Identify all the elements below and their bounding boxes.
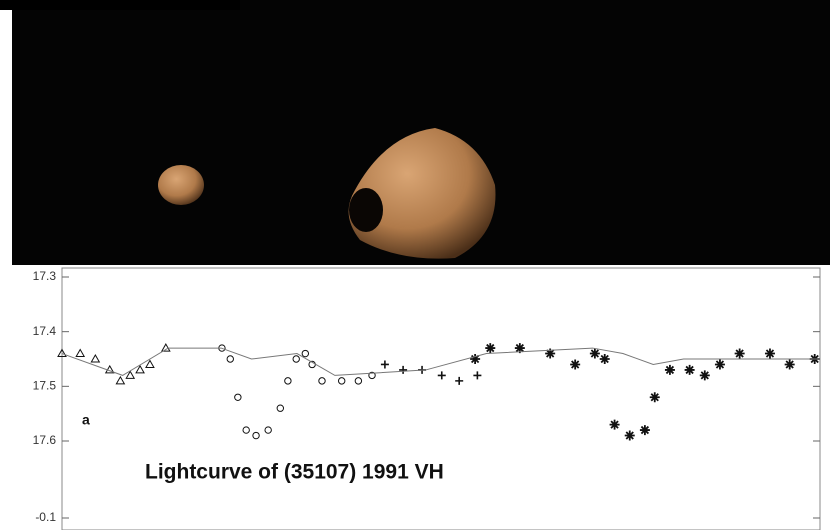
data-point [243,427,249,433]
data-point [302,350,308,356]
data-point [455,377,463,385]
data-point [715,359,725,369]
chart-title: Lightcurve of (35107) 1991 VH [145,461,444,484]
data-point [285,378,291,384]
data-point [473,371,481,379]
data-point [116,377,124,384]
data-point [319,378,325,384]
data-point [625,431,635,441]
data-point [665,365,675,375]
y-tick-label: 17.5 [33,379,57,393]
plot-frame [62,268,820,530]
data-point [91,355,99,362]
data-point [76,350,84,357]
data-point [685,365,695,375]
data-point [265,427,271,433]
data-point [600,354,610,364]
data-point [235,394,241,400]
figure: Lightcurve of (35107) 1991 VH a 17.3 17.4… [0,0,830,530]
data-point [570,359,580,369]
data-point [700,370,710,380]
chart: Lightcurve of (35107) 1991 VH a 17.3 17.4… [0,0,830,530]
data-point [735,349,745,359]
y-tick-label: 17.4 [33,324,57,338]
data-point [650,392,660,402]
data-point [399,366,407,374]
y-tick-label: 17.3 [33,269,57,283]
data-point [253,432,259,438]
panel-label: a [82,412,90,428]
data-point [765,349,775,359]
data-point [640,425,650,435]
data-point [438,371,446,379]
data-point [277,405,283,411]
data-point [146,360,154,367]
data-point [610,420,620,430]
data-point [590,349,600,359]
data-point [485,343,495,353]
y-tick-label: -0.1 [35,510,56,524]
data-point [293,356,299,362]
data-point [381,360,389,368]
model-curve [62,348,820,375]
data-point [785,359,795,369]
y-tick-label: 17.6 [33,433,57,447]
data-point [339,378,345,384]
data-point [227,356,233,362]
asteroid-render [0,0,830,265]
data-point [355,378,361,384]
